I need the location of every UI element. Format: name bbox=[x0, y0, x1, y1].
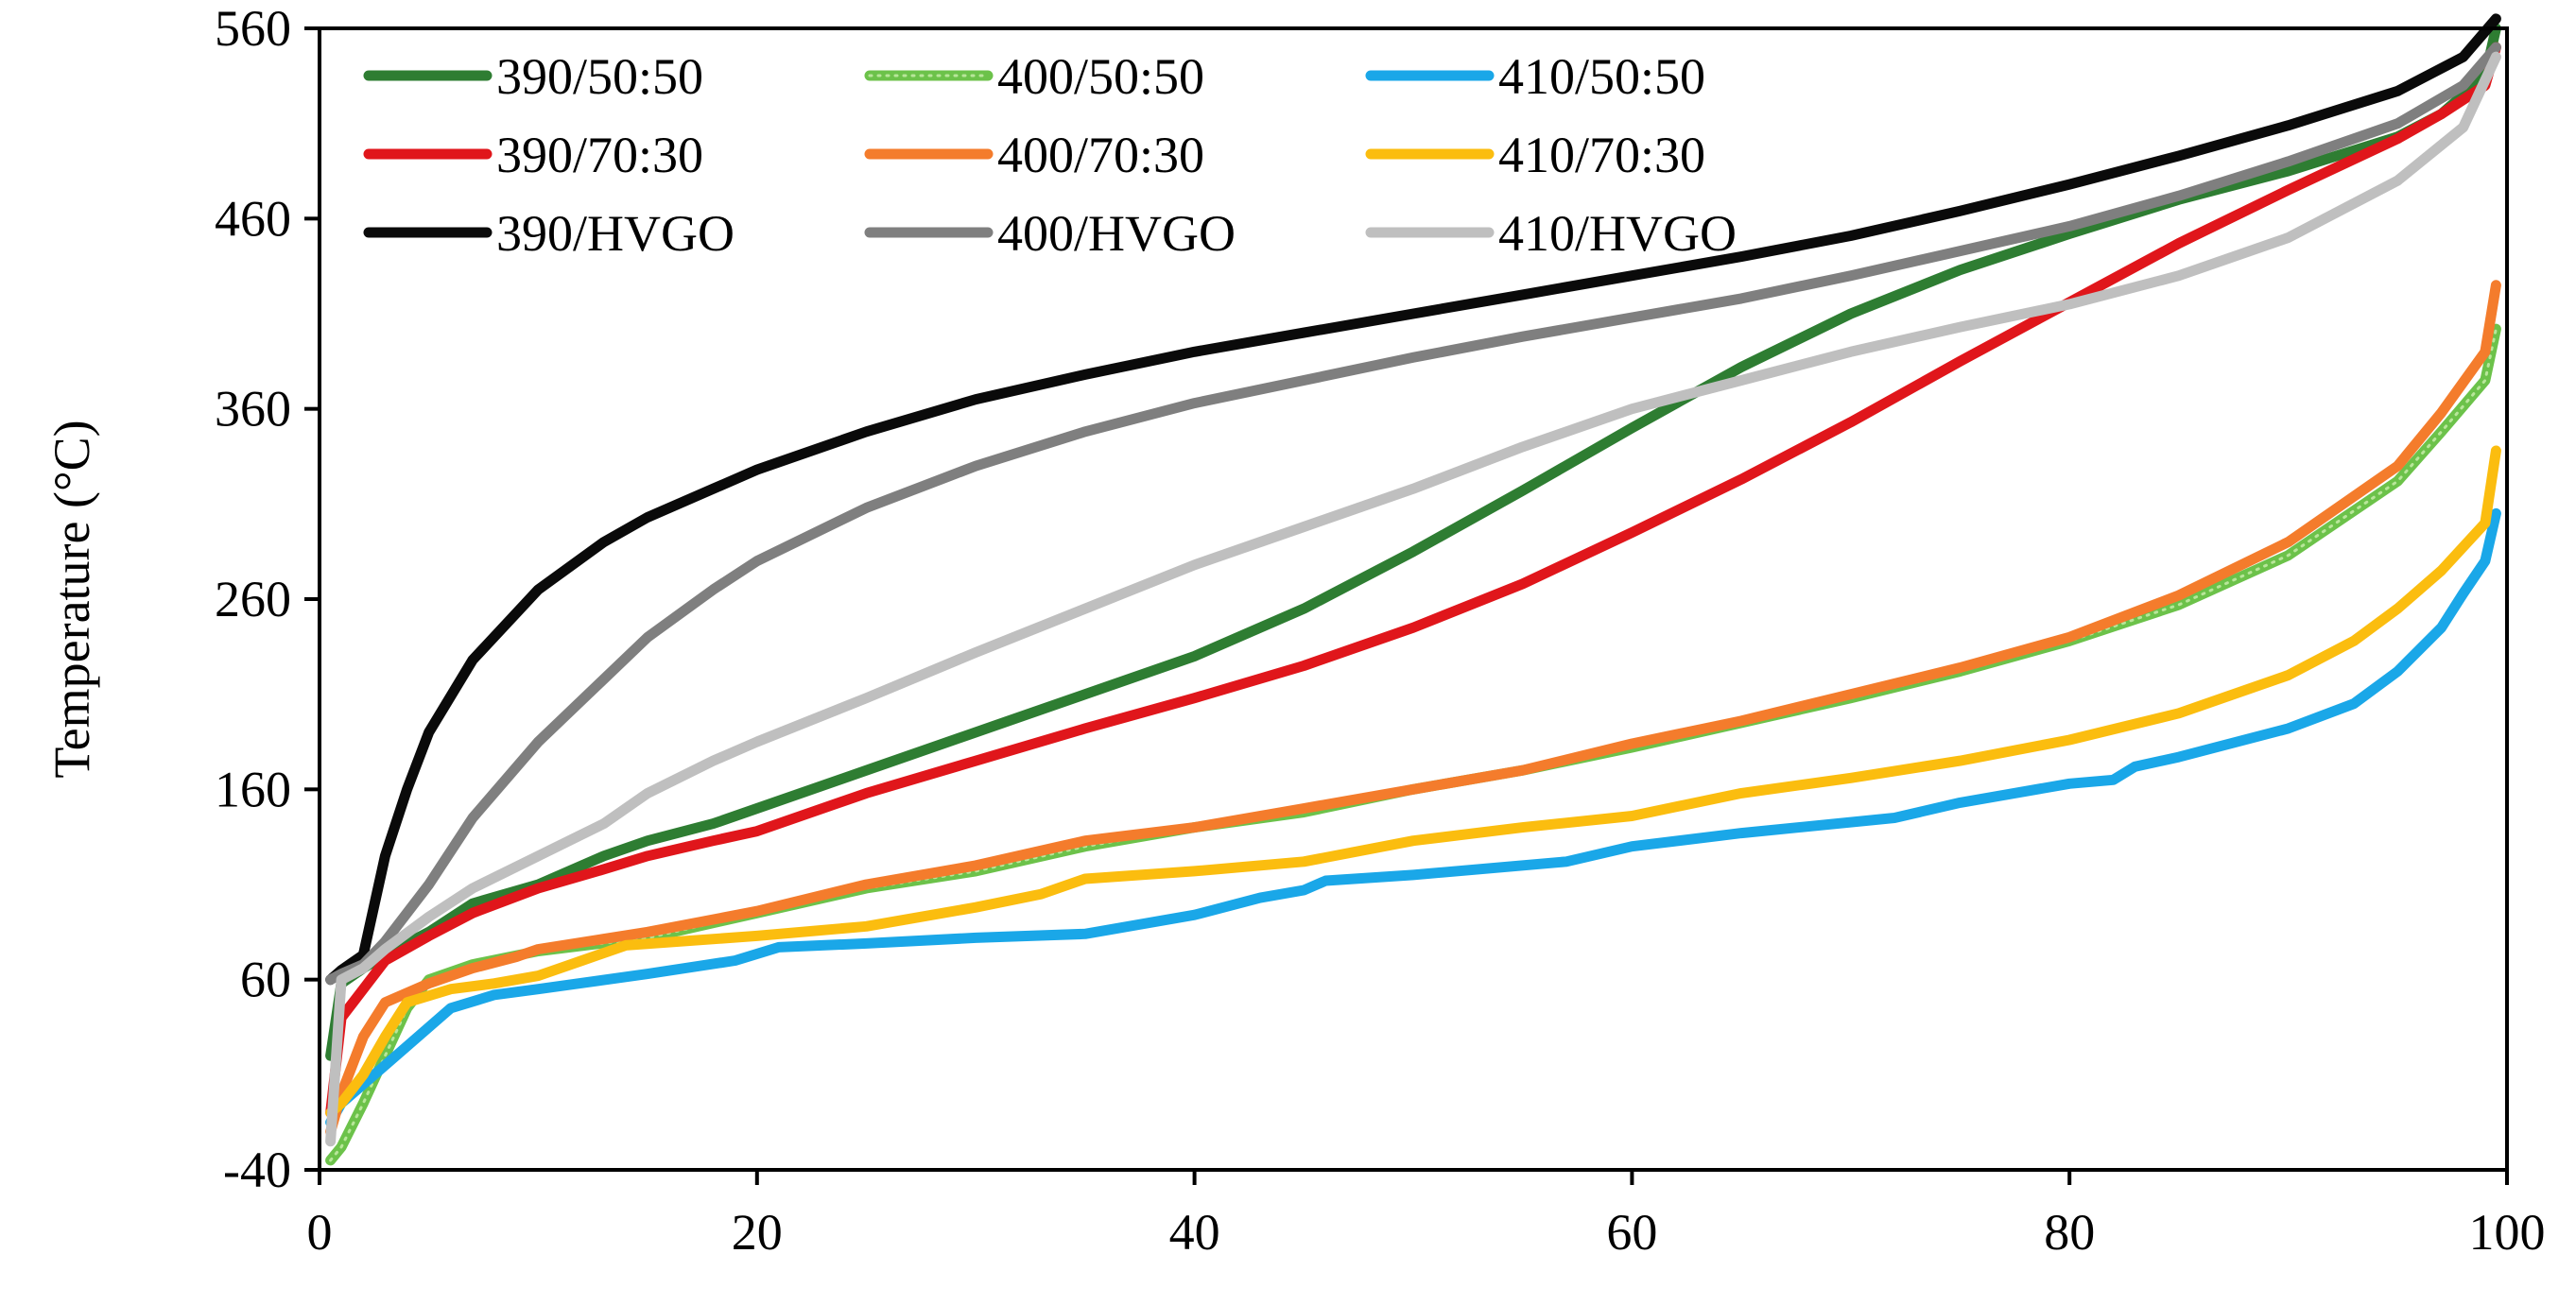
legend-label: 410/50:50 bbox=[1498, 48, 1705, 105]
y-tick-label: 360 bbox=[215, 381, 291, 438]
y-axis-title: Temperature (°C) bbox=[43, 420, 100, 778]
y-tick-label: 460 bbox=[215, 190, 291, 247]
y-tick-label: 560 bbox=[215, 0, 291, 57]
series-layer bbox=[325, 13, 2501, 1166]
legend-entry: 410/HVGO bbox=[1365, 205, 1737, 262]
legend-entry: 400/50:50 bbox=[864, 48, 1204, 105]
series-line-390-70-30 bbox=[325, 42, 2501, 1119]
legend-entry: 390/50:50 bbox=[363, 48, 703, 105]
ticks-layer: -40 60 160 260 360 460 560 0 20 40 60 80 100 bbox=[215, 0, 2546, 1261]
y-tick-label: 60 bbox=[240, 952, 291, 1008]
series-line-410-50-50 bbox=[325, 507, 2501, 1128]
legend-label: 390/50:50 bbox=[496, 48, 703, 105]
x-tick-label: 60 bbox=[1606, 1204, 1657, 1261]
legend-entry: 390/HVGO bbox=[363, 205, 735, 262]
series-line-390-hvgo bbox=[325, 13, 2501, 986]
legend-label: 400/70:30 bbox=[997, 127, 1204, 183]
x-tick-label: 80 bbox=[2044, 1204, 2095, 1261]
legend-entry: 410/50:50 bbox=[1365, 48, 1705, 105]
y-tick-label: 160 bbox=[215, 761, 291, 817]
x-tick-label: 100 bbox=[2469, 1204, 2546, 1261]
series-line-400-70-30 bbox=[325, 280, 2501, 1138]
x-tick-label: 20 bbox=[732, 1204, 783, 1261]
series-line-400-hvgo bbox=[325, 42, 2501, 986]
x-tick-label: 40 bbox=[1169, 1204, 1220, 1261]
legend-entry: 400/70:30 bbox=[864, 127, 1204, 183]
legend-label: 400/HVGO bbox=[997, 205, 1236, 262]
series-line-390-50-50 bbox=[325, 23, 2501, 1061]
x-tick-label: 0 bbox=[307, 1204, 333, 1261]
series-line-410-hvgo bbox=[325, 51, 2501, 1147]
y-tick-label: 260 bbox=[215, 571, 291, 627]
series-line-410-70-30 bbox=[325, 445, 2501, 1119]
legend-label: 390/HVGO bbox=[496, 205, 735, 262]
legend-label: 390/70:30 bbox=[496, 127, 703, 183]
y-tick-label: -40 bbox=[223, 1142, 291, 1198]
legend-label: 400/50:50 bbox=[997, 48, 1204, 105]
legend-label: 410/HVGO bbox=[1498, 205, 1737, 262]
legend-label: 410/70:30 bbox=[1498, 127, 1705, 183]
legend-entry: 410/70:30 bbox=[1365, 127, 1705, 183]
legend-entry: 390/70:30 bbox=[363, 127, 703, 183]
legend-entry: 400/HVGO bbox=[864, 205, 1236, 262]
legend: 390/50:50 400/50:50 410/50:50 390/70:30 400/… bbox=[363, 48, 1737, 262]
